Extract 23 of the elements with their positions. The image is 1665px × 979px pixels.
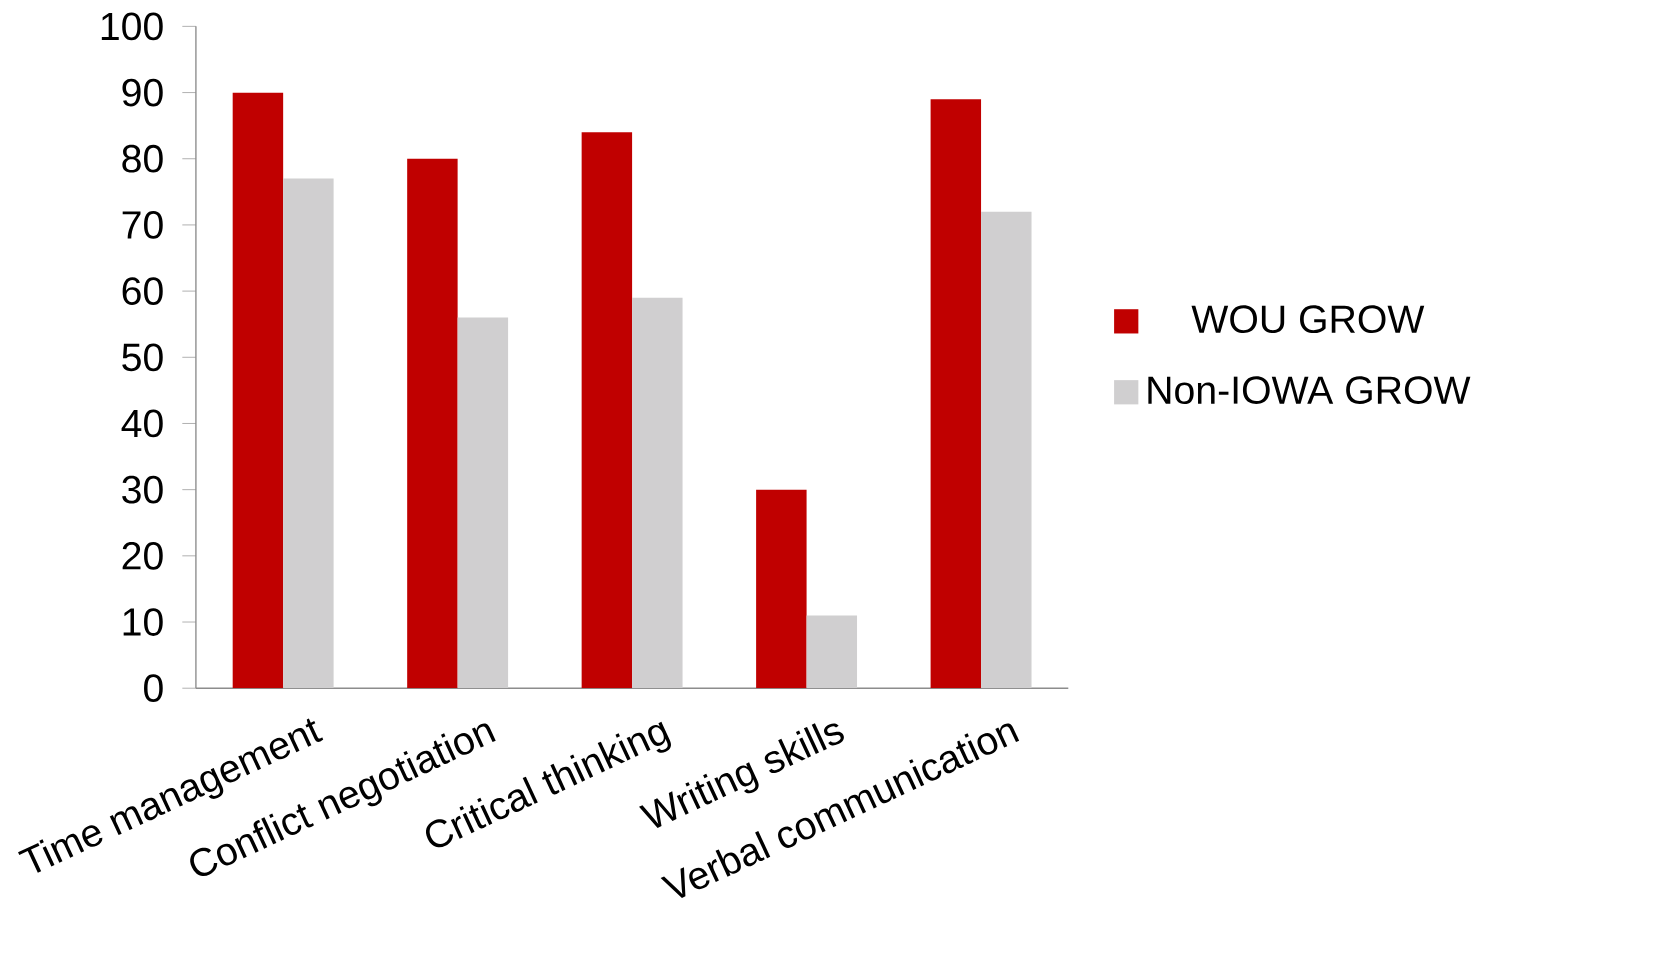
bar (632, 297, 683, 689)
bar (232, 92, 284, 689)
y-tick-label: 100 (101, 12, 163, 41)
y-tick-label: 10 (123, 607, 163, 636)
y-tick-label: 30 (122, 475, 163, 504)
legend-label: Non-IOWA GROW (1148, 376, 1471, 404)
y-tick-label: 80 (122, 144, 163, 173)
bar (756, 489, 807, 689)
bar (407, 158, 458, 689)
y-tick-label: 90 (122, 78, 163, 107)
y-tick-label: 50 (122, 343, 163, 372)
bar (457, 317, 509, 689)
y-tick-label: 0 (144, 674, 163, 702)
bar (930, 99, 982, 689)
bar (283, 178, 334, 689)
y-tick-label: 60 (122, 277, 163, 305)
bar (981, 211, 1032, 689)
y-tick-label: 40 (121, 409, 163, 438)
legend-label: WOU GROW (1191, 305, 1425, 333)
y-tick-label: 70 (122, 210, 163, 239)
y-tick-label: 20 (122, 541, 163, 570)
bar (581, 132, 633, 689)
bar (806, 615, 858, 689)
